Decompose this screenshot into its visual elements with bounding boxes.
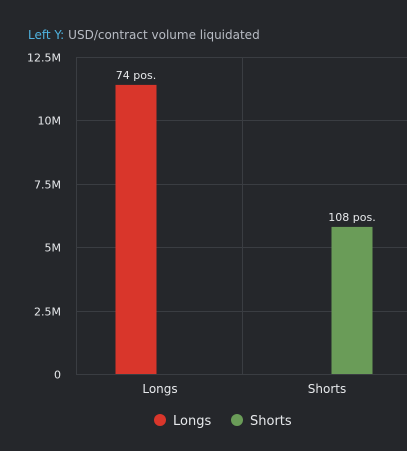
legend-swatch-shorts bbox=[231, 414, 243, 426]
x-category-label-longs: Longs bbox=[142, 382, 177, 396]
y-axis-ticks: 0 2.5M 5M 7.5M 10M 12.5M bbox=[27, 52, 61, 382]
axis-caption-prefix: Left Y: bbox=[28, 28, 64, 42]
y-tick-label-1: 2.5M bbox=[34, 306, 61, 319]
legend-item-shorts[interactable]: Shorts bbox=[231, 414, 292, 429]
bar-data-label-longs: 74 pos. bbox=[116, 69, 156, 82]
bar-data-label-shorts: 108 pos. bbox=[328, 211, 375, 224]
legend-label-shorts: Shorts bbox=[250, 414, 292, 429]
bar-longs[interactable] bbox=[115, 84, 157, 375]
y-tick-label-0: 0 bbox=[54, 369, 61, 382]
axis-caption-text: USD/contract volume liquidated bbox=[68, 28, 260, 42]
y-tick-label-4: 10M bbox=[38, 115, 62, 128]
left-y-axis-caption: Left Y: USD/contract volume liquidated bbox=[28, 28, 260, 42]
legend-item-longs[interactable]: Longs bbox=[154, 414, 211, 429]
legend-label-longs: Longs bbox=[173, 414, 211, 429]
y-tick-label-5: 12.5M bbox=[27, 52, 61, 65]
y-tick-label-3: 7.5M bbox=[34, 179, 61, 192]
x-axis-categories: Longs Shorts bbox=[142, 382, 346, 396]
legend[interactable]: Longs Shorts bbox=[154, 414, 292, 429]
y-tick-label-2: 5M bbox=[45, 242, 62, 255]
bars: 74 pos. 108 pos. bbox=[115, 69, 376, 375]
bar-shorts[interactable] bbox=[331, 226, 373, 374]
x-category-label-shorts: Shorts bbox=[308, 382, 346, 396]
legend-swatch-longs bbox=[154, 414, 166, 426]
